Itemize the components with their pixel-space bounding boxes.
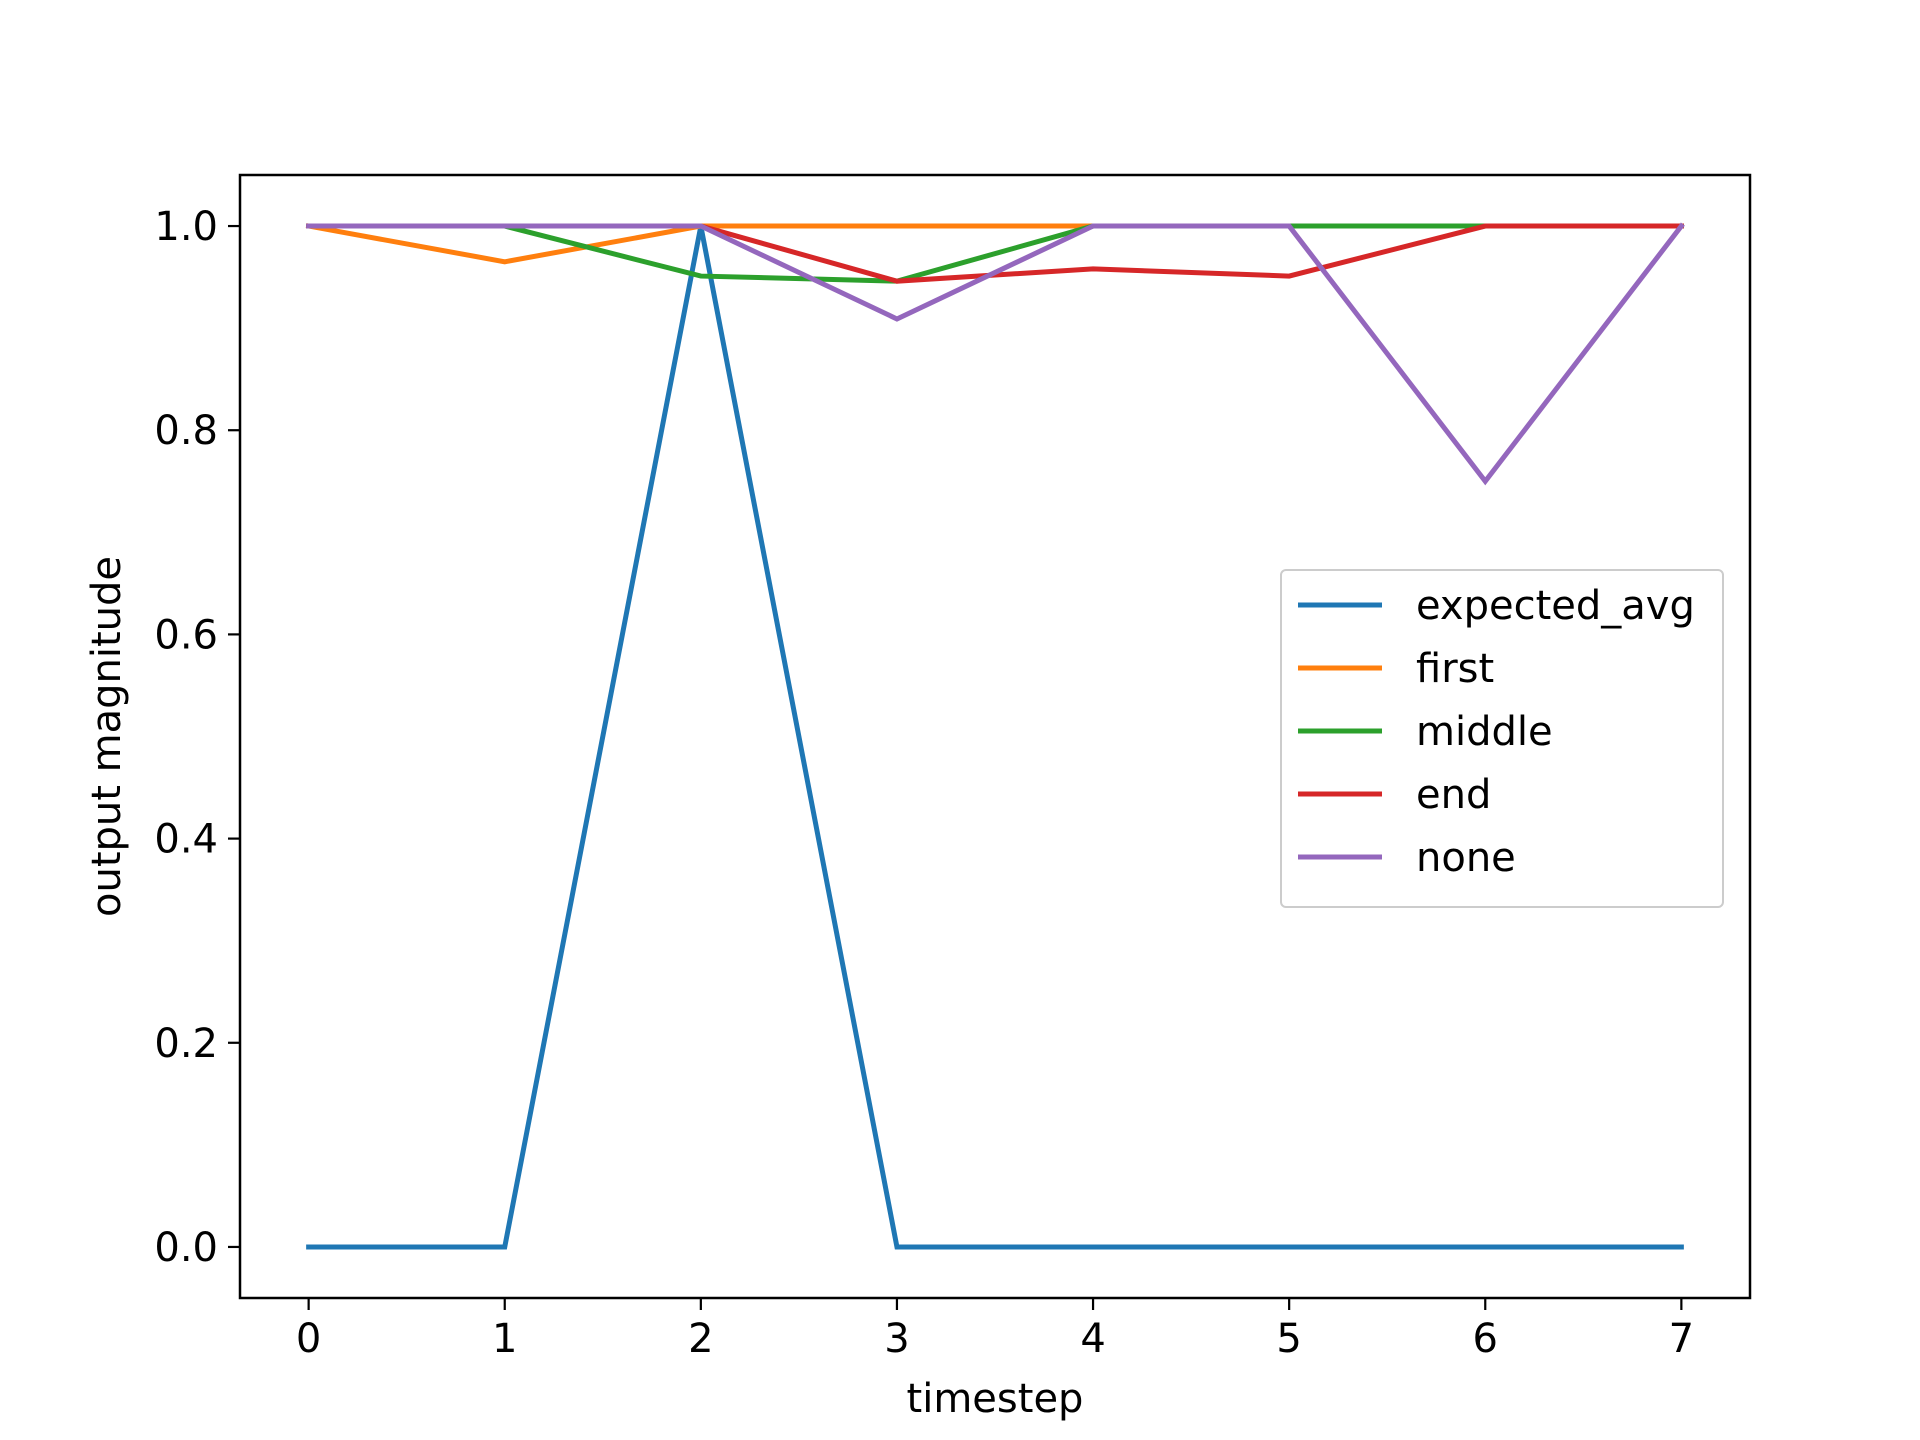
legend-label-first: first [1416,646,1494,692]
legend-label-expected_avg: expected_avg [1416,583,1695,629]
y-axis-label: output magnitude [84,556,130,917]
x-axis-label: timestep [907,1376,1084,1422]
series-line-expected_avg [306,225,1684,1250]
x-tick-label: 1 [492,1316,517,1362]
x-tick-label: 6 [1473,1316,1498,1362]
y-tick-label: 0.8 [154,408,218,454]
y-tick-label: 1.0 [154,204,218,250]
series-line-none [306,222,1685,486]
x-tick-label: 2 [688,1316,713,1362]
axes-frame [238,173,1752,1300]
y-tick-label: 0.6 [154,612,218,658]
x-tick-label: 3 [884,1316,909,1362]
legend-label-none: none [1416,835,1516,881]
series-line-middle [306,223,1684,284]
legend-label-middle: middle [1416,709,1553,755]
x-tick-label: 0 [296,1316,321,1362]
y-axis-ticks: 0.0 0.2 0.4 0.6 0.8 1.0 [154,204,240,1271]
x-tick-label: 7 [1669,1316,1694,1362]
y-tick-label: 0.4 [154,817,218,863]
y-tick-label: 0.0 [154,1225,218,1271]
legend-box [1280,569,1724,908]
x-axis-ticks: 0 1 2 3 4 5 6 7 [296,1298,1694,1362]
x-tick-label: 5 [1276,1316,1301,1362]
x-tick-label: 4 [1080,1316,1105,1362]
y-tick-label: 0.2 [154,1021,218,1067]
plot-series [305,222,1685,1250]
legend-label-end: end [1416,772,1491,818]
